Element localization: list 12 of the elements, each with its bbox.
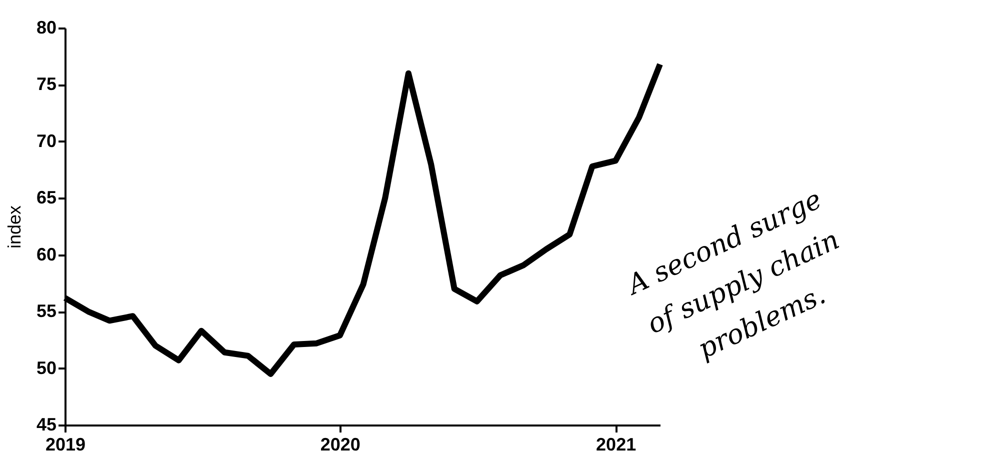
x-tick-label: 2021 (596, 434, 636, 454)
y-tick-label: 50 (36, 358, 56, 378)
y-tick-label: 70 (36, 130, 56, 151)
y-axis-title: index (4, 205, 24, 249)
y-tick-label: 75 (36, 74, 56, 94)
y-tick-label: 55 (36, 301, 56, 322)
y-tick-label: 60 (36, 244, 56, 264)
y-tick-label: 80 (36, 18, 56, 38)
x-tick-label: 2020 (320, 434, 360, 454)
x-tick-label: 2019 (45, 434, 86, 454)
y-tick-label: 65 (36, 188, 56, 208)
y-tick-label: 45 (36, 414, 56, 434)
